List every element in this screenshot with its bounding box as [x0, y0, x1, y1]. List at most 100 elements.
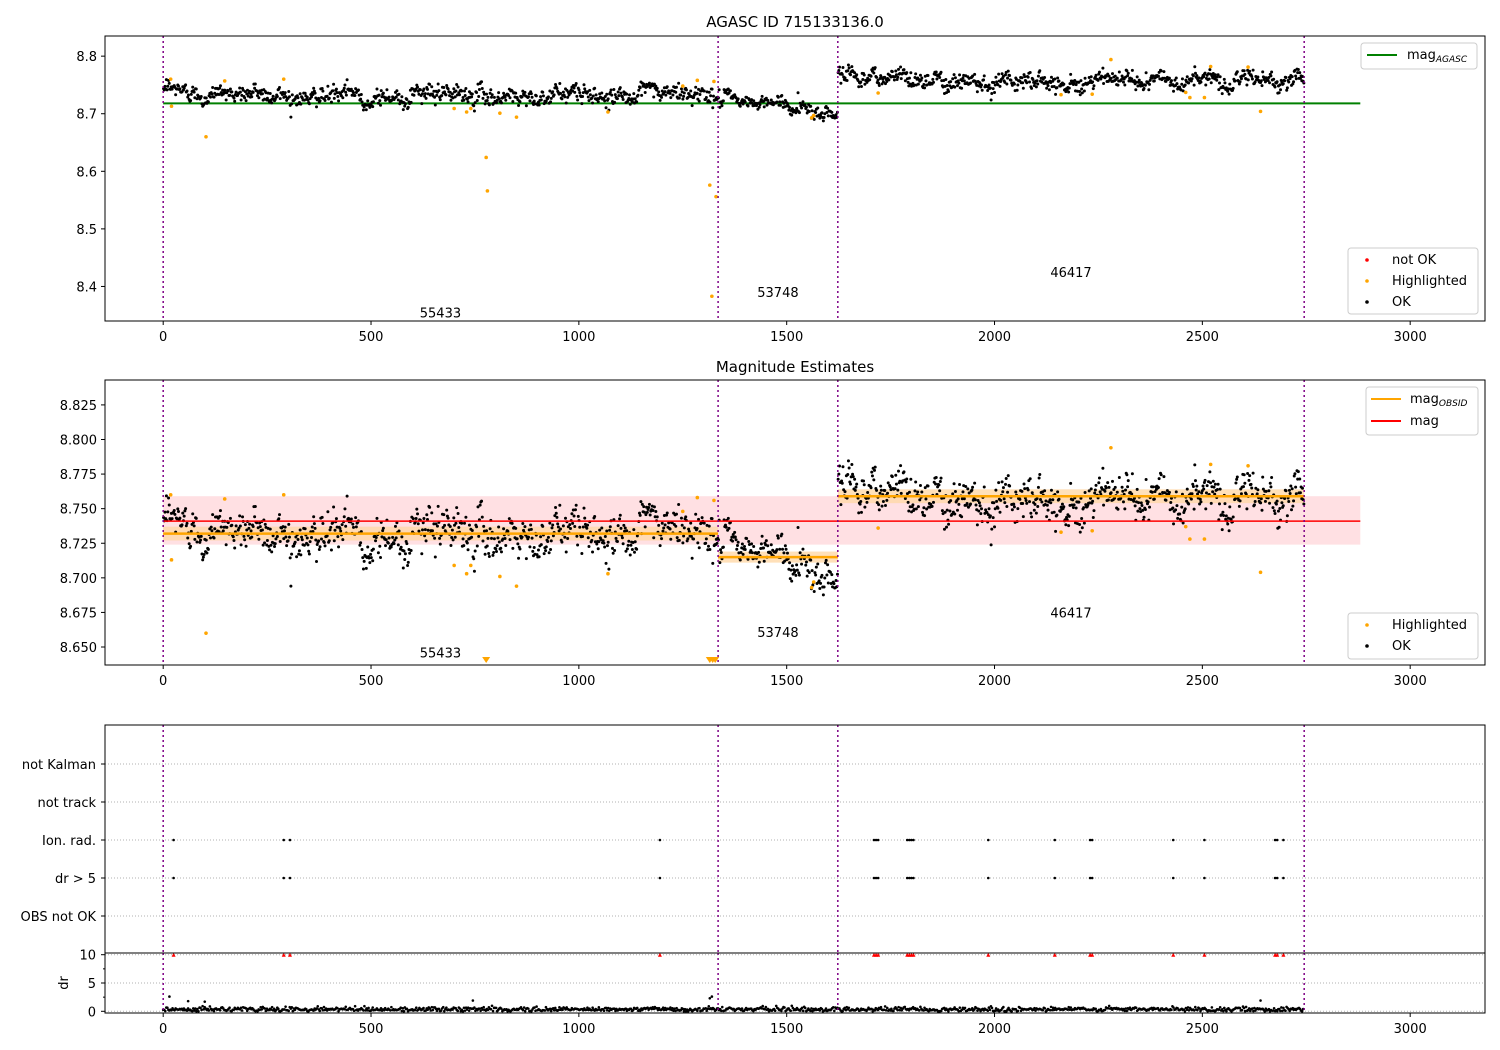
ok-point — [696, 541, 700, 545]
dr-clipped-marker — [1171, 952, 1176, 957]
dr-point — [240, 1009, 244, 1012]
ok-point — [1185, 487, 1189, 491]
dr-point — [1288, 1009, 1291, 1013]
dr-point — [809, 1009, 812, 1013]
dr-point — [838, 1007, 841, 1010]
ok-point — [576, 514, 580, 518]
ok-point — [243, 96, 247, 100]
ok-point — [1260, 84, 1264, 88]
ok-point — [1082, 521, 1086, 525]
dr-point — [1183, 1009, 1187, 1013]
ok-point — [362, 105, 366, 109]
ok-point — [855, 73, 859, 77]
ok-point — [299, 553, 303, 557]
ok-point — [680, 523, 684, 527]
dr-point — [841, 1009, 844, 1013]
dr-point — [1049, 1005, 1053, 1009]
ok-point — [239, 98, 243, 102]
dr-point — [596, 1008, 600, 1012]
ok-point — [480, 86, 484, 90]
highlighted-point — [1246, 65, 1250, 69]
ok-point — [949, 499, 953, 503]
ok-point — [630, 547, 634, 551]
ok-point — [853, 488, 857, 492]
ok-point — [343, 507, 347, 511]
ok-point — [726, 516, 730, 520]
ok-point — [1052, 84, 1056, 88]
ok-point — [581, 95, 585, 99]
ok-point — [888, 485, 892, 489]
ok-point — [289, 584, 293, 588]
ok-point — [368, 561, 372, 565]
ok-point — [991, 87, 995, 91]
dr-point — [674, 1009, 677, 1013]
ok-point — [1130, 492, 1134, 496]
dr-point — [696, 1009, 699, 1013]
ok-point — [454, 89, 458, 93]
dr-point — [430, 1005, 434, 1009]
ok-point — [551, 90, 555, 94]
ok-point — [591, 101, 595, 105]
ok-point — [639, 500, 643, 504]
ok-point — [576, 98, 580, 102]
ok-point — [389, 545, 393, 549]
ok-point — [1156, 486, 1160, 490]
ok-point — [497, 91, 501, 95]
ok-point — [455, 506, 459, 510]
dr-gt-5-flag-point — [1088, 876, 1092, 880]
ok-point — [378, 99, 382, 103]
ok-point — [635, 534, 639, 538]
ok-point — [870, 470, 874, 474]
ok-point — [922, 83, 926, 87]
ok-point — [1283, 79, 1287, 83]
ok-point — [895, 78, 899, 82]
ok-point — [1288, 491, 1292, 495]
ok-point — [870, 474, 874, 478]
legend-marker-ok — [1365, 644, 1369, 648]
ok-point — [822, 116, 826, 120]
ok-point — [611, 551, 615, 555]
legend-marker-highlighted — [1365, 623, 1369, 627]
ok-point — [962, 79, 966, 83]
legend-marker-not-ok — [1365, 258, 1369, 262]
ok-point — [406, 105, 410, 109]
ok-point — [1213, 73, 1217, 77]
obsid-label-53748: 53748 — [757, 626, 798, 641]
ok-point — [979, 507, 983, 511]
ok-point — [607, 567, 611, 571]
ok-point — [435, 524, 439, 528]
ok-point — [342, 515, 346, 519]
ok-point — [268, 548, 272, 552]
ok-point — [283, 91, 287, 95]
ok-point — [1057, 497, 1061, 501]
ok-point — [517, 104, 521, 108]
ok-point — [233, 99, 237, 103]
ok-point — [507, 94, 511, 98]
dr-point — [990, 1006, 994, 1010]
legend-subscript: OBSID — [1439, 399, 1468, 409]
ok-point — [1261, 70, 1265, 74]
ok-point — [1150, 76, 1154, 80]
ok-point — [1256, 75, 1260, 79]
ok-point — [1102, 503, 1106, 507]
ok-point — [1147, 88, 1151, 92]
ok-point — [1212, 485, 1216, 489]
ok-point — [312, 522, 316, 526]
ok-point — [265, 539, 269, 543]
ok-point — [1226, 522, 1230, 526]
ok-point — [835, 572, 839, 576]
ok-point — [1252, 503, 1256, 507]
ok-point — [1079, 79, 1083, 83]
ok-point — [465, 541, 469, 545]
ok-point — [861, 77, 865, 81]
ok-point — [841, 65, 845, 69]
ok-point — [992, 501, 996, 505]
ok-point — [1004, 482, 1008, 486]
ok-point — [534, 94, 538, 98]
ok-point — [655, 515, 659, 519]
ok-point — [351, 522, 355, 526]
dr-point — [212, 1009, 216, 1013]
ok-point — [518, 100, 522, 104]
dr-point — [624, 1007, 628, 1011]
ok-point — [998, 510, 1002, 514]
